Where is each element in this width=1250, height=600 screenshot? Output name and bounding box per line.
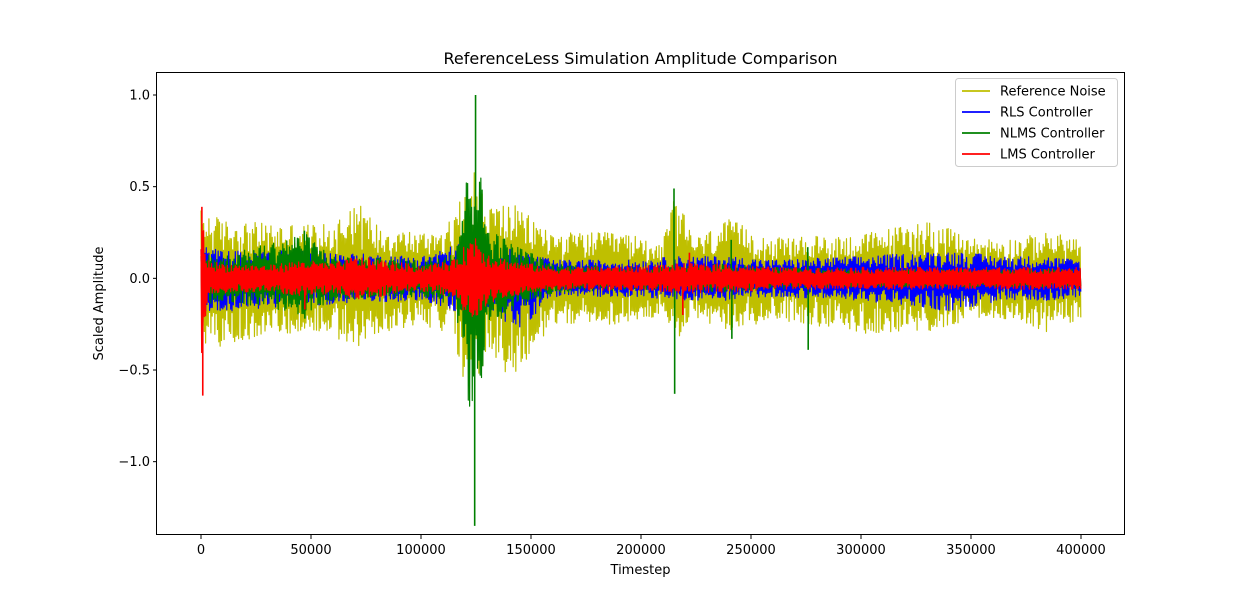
y-tick-label: 1.0	[129, 89, 150, 104]
legend: Reference Noise RLS Controller NLMS Contro…	[955, 78, 1118, 167]
series-line	[200, 230, 1082, 354]
legend-box	[955, 78, 1118, 167]
x-tick-label: 200000	[616, 543, 666, 558]
x-tick-label: 100000	[396, 543, 446, 558]
series-layer	[200, 95, 1082, 526]
chart-title: ReferenceLess Simulation Amplitude Compa…	[444, 49, 838, 68]
y-tick-label: −0.5	[118, 364, 150, 379]
y-axis-label: Scaled Amplitude	[92, 247, 107, 361]
x-tick-label: 50000	[290, 543, 331, 558]
x-tick-label: 400000	[1056, 543, 1106, 558]
plot-frame	[156, 72, 1125, 535]
x-tick-label: 150000	[506, 543, 556, 558]
y-axis: −1.0 −0.5 0.0 0.5 1.0	[118, 89, 157, 470]
legend-label: NLMS Controller	[1000, 127, 1105, 142]
x-tick-label: 250000	[726, 543, 776, 558]
y-tick-label: 0.0	[129, 272, 150, 287]
x-axis-label: Timestep	[610, 563, 671, 578]
legend-label: Reference Noise	[1000, 85, 1106, 100]
legend-label: RLS Controller	[1000, 106, 1093, 121]
legend-label: LMS Controller	[1000, 148, 1095, 163]
x-tick-label: 0	[197, 543, 205, 558]
x-tick-label: 350000	[946, 543, 996, 558]
y-tick-label: 0.5	[129, 180, 150, 195]
series-lms-controller	[200, 206, 1082, 396]
y-tick-label: −1.0	[118, 455, 150, 470]
x-tick-label: 300000	[836, 543, 886, 558]
x-axis: 0 50000 100000 150000 200000 250000 300000 3500…	[197, 535, 1106, 558]
